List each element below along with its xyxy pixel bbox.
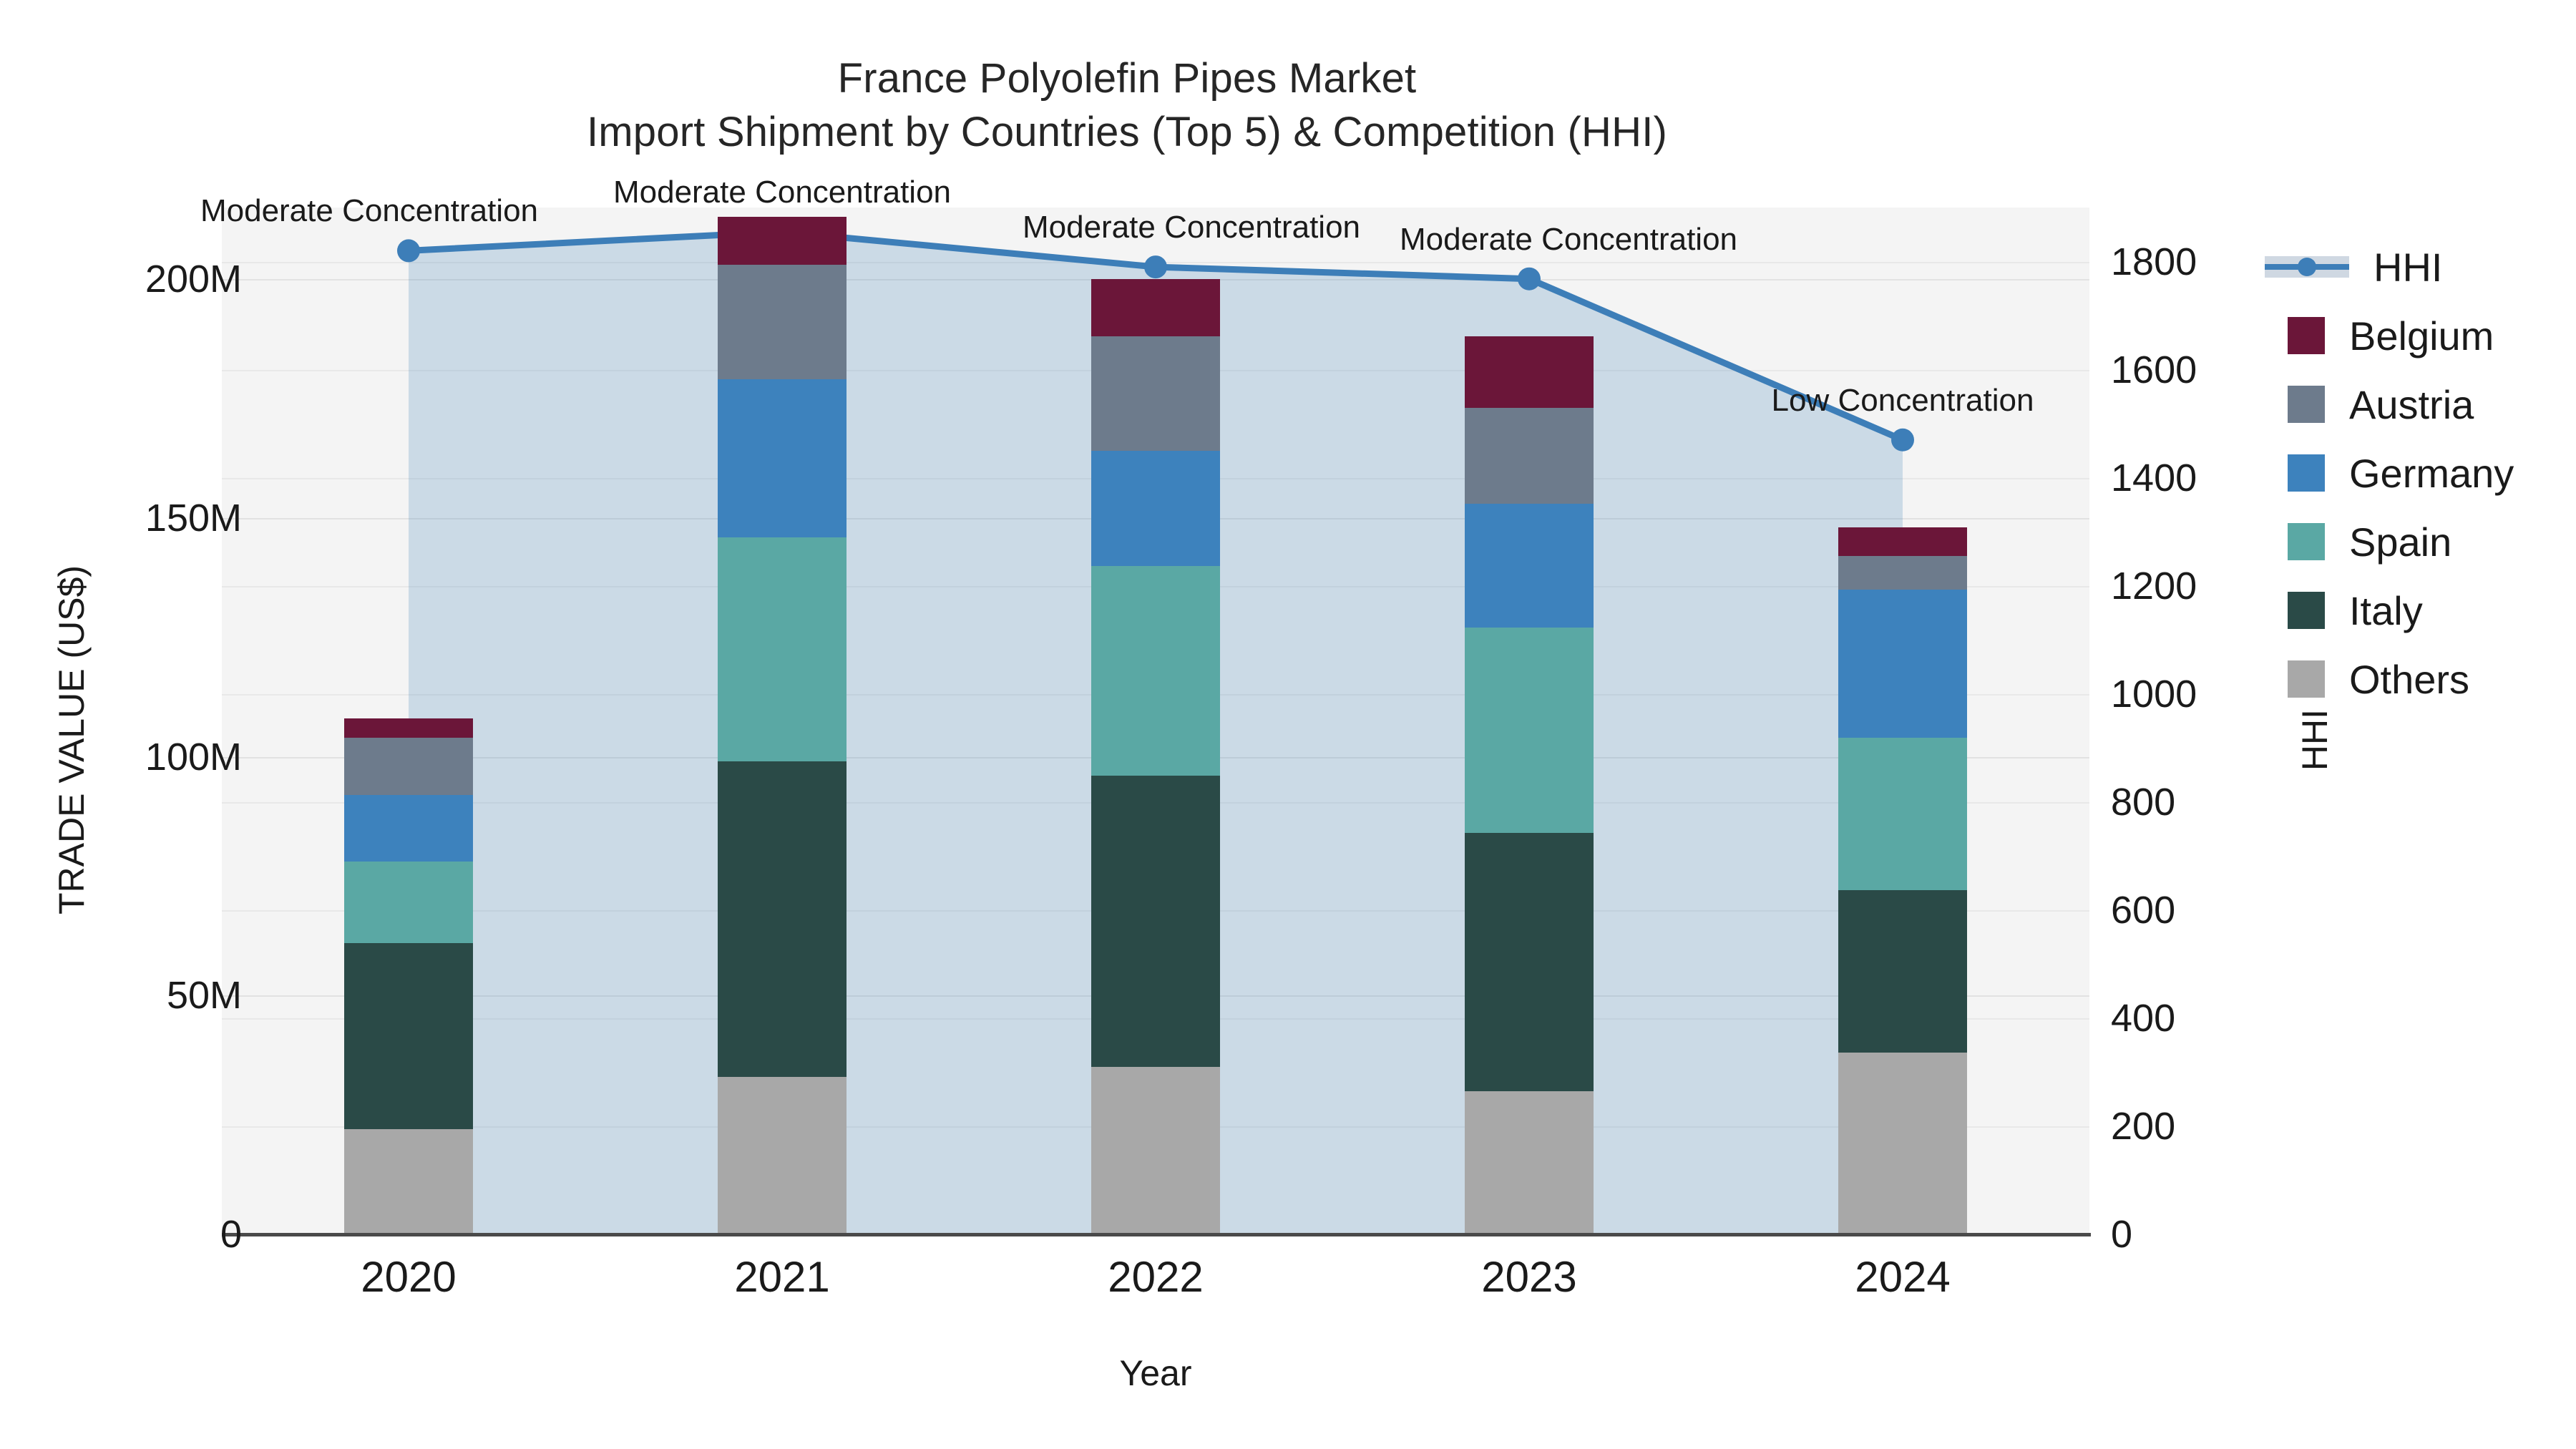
bar-segment-austria[interactable] [1091, 336, 1220, 452]
bar-segment-italy[interactable] [1838, 890, 1967, 1053]
y-left-tick-200M: 200M [145, 258, 242, 301]
legend-label: HHI [2373, 244, 2443, 290]
y-right-tick-1200: 1200 [2111, 564, 2197, 608]
y-axis-left-title: TRADE VALUE (US$) [52, 565, 92, 915]
y-right-tick-0: 0 [2111, 1213, 2133, 1256]
legend-label: Others [2349, 656, 2470, 702]
x-axis-line [222, 1233, 2091, 1236]
bar-segment-others[interactable] [1465, 1091, 1594, 1234]
y-right-tick-1000: 1000 [2111, 672, 2197, 716]
legend-item-spain[interactable]: Spain [2265, 507, 2572, 576]
bar-segment-belgium[interactable] [1091, 279, 1220, 337]
annotation-2022: Moderate Concentration [1022, 210, 1361, 245]
legend-item-hhi[interactable]: HHI [2265, 233, 2572, 301]
bar-stack-2022[interactable] [1091, 208, 1220, 1234]
bar-segment-germany[interactable] [718, 379, 847, 537]
bar-segment-spain[interactable] [1838, 737, 1967, 891]
bar-segment-germany[interactable] [1465, 503, 1594, 628]
bar-segment-belgium[interactable] [1838, 527, 1967, 557]
bar-stack-2023[interactable] [1465, 208, 1594, 1234]
x-tick-2022: 2022 [1108, 1253, 1204, 1301]
bar-segment-austria[interactable] [1465, 408, 1594, 504]
x-tick-2020: 2020 [361, 1253, 457, 1301]
bar-segment-italy[interactable] [718, 761, 847, 1077]
legend-item-germany[interactable]: Germany [2265, 439, 2572, 507]
y-left-tick-150M: 150M [145, 496, 242, 540]
bar-segment-others[interactable] [718, 1076, 847, 1234]
legend-item-austria[interactable]: Austria [2265, 370, 2572, 439]
chart-legend: HHI Belgium Austria Germany Spain Italy Others [2265, 233, 2572, 713]
bar-segment-germany[interactable] [344, 794, 473, 862]
legend-swatch-icon-belgium [2288, 317, 2325, 354]
legend-item-belgium[interactable]: Belgium [2265, 301, 2572, 370]
y-right-tick-400: 400 [2111, 996, 2176, 1040]
legend-label: Germany [2349, 450, 2514, 496]
bar-segment-italy[interactable] [1091, 776, 1220, 1068]
bar-segment-italy[interactable] [344, 942, 473, 1130]
bar-segment-spain[interactable] [344, 862, 473, 943]
bar-segment-germany[interactable] [1091, 451, 1220, 566]
legend-swatch-icon-spain [2288, 523, 2325, 560]
legend-line-marker-icon [2298, 258, 2316, 276]
legend-label: Belgium [2349, 313, 2494, 358]
y-right-tick-600: 600 [2111, 888, 2176, 932]
x-tick-2023: 2023 [1481, 1253, 1577, 1301]
bar-segment-italy[interactable] [1465, 833, 1594, 1091]
legend-swatch-icon-others [2288, 660, 2325, 698]
legend-swatch-icon-germany [2288, 454, 2325, 492]
bar-segment-spain[interactable] [718, 537, 847, 762]
legend-swatch-icon-austria [2288, 386, 2325, 423]
bar-segment-spain[interactable] [1091, 565, 1220, 776]
bar-segment-others[interactable] [1838, 1053, 1967, 1234]
bar-segment-belgium[interactable] [718, 217, 847, 265]
y-right-tick-200: 200 [2111, 1104, 2176, 1148]
annotation-2023: Moderate Concentration [1399, 221, 1738, 257]
legend-line-icon [2265, 256, 2349, 278]
x-axis-title: Year [1119, 1353, 1192, 1393]
y-right-tick-1400: 1400 [2111, 456, 2197, 499]
bar-segment-spain[interactable] [1465, 628, 1594, 834]
y-right-tick-800: 800 [2111, 780, 2176, 824]
legend-label: Italy [2349, 587, 2423, 633]
bar-segment-austria[interactable] [1838, 556, 1967, 590]
legend-label: Spain [2349, 519, 2452, 565]
y-left-tick-50M: 50M [166, 974, 242, 1018]
legend-item-italy[interactable]: Italy [2265, 576, 2572, 645]
legend-item-others[interactable]: Others [2265, 645, 2572, 713]
annotation-2020: Moderate Concentration [200, 193, 539, 229]
annotation-2021: Moderate Concentration [613, 174, 952, 210]
x-tick-2024: 2024 [1855, 1253, 1951, 1301]
legend-label: Austria [2349, 381, 2474, 427]
page-title: France Polyolefin Pipes Market Import Sh… [0, 52, 2254, 160]
title-line-2: Import Shipment by Countries (Top 5) & C… [586, 109, 1668, 156]
annotation-2024: Low Concentration [1771, 382, 2034, 418]
legend-swatch-icon-italy [2288, 592, 2325, 629]
y-left-tick-100M: 100M [145, 735, 242, 779]
bar-segment-austria[interactable] [344, 737, 473, 795]
bar-segment-germany[interactable] [1838, 589, 1967, 738]
y-left-tick-0: 0 [220, 1213, 242, 1256]
title-line-1: France Polyolefin Pipes Market [837, 55, 1417, 102]
bar-segment-others[interactable] [1091, 1067, 1220, 1234]
bar-segment-belgium[interactable] [1465, 336, 1594, 409]
bar-stack-2021[interactable] [718, 208, 847, 1234]
bar-segment-others[interactable] [344, 1129, 473, 1234]
bar-segment-austria[interactable] [718, 265, 847, 380]
y-right-tick-1600: 1600 [2111, 348, 2197, 391]
y-right-tick-1800: 1800 [2111, 240, 2197, 283]
bar-stack-2024[interactable] [1838, 208, 1967, 1234]
bar-stack-2020[interactable] [344, 208, 473, 1234]
x-tick-2021: 2021 [734, 1253, 830, 1301]
bar-segment-belgium[interactable] [344, 718, 473, 738]
